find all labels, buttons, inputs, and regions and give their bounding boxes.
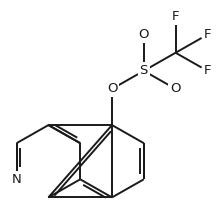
Text: O: O (138, 28, 149, 41)
Text: F: F (204, 28, 211, 41)
Text: O: O (170, 82, 181, 95)
Text: N: N (12, 173, 22, 186)
Text: F: F (172, 10, 179, 23)
Text: S: S (140, 64, 148, 77)
Text: O: O (107, 82, 117, 95)
Text: F: F (204, 64, 211, 77)
